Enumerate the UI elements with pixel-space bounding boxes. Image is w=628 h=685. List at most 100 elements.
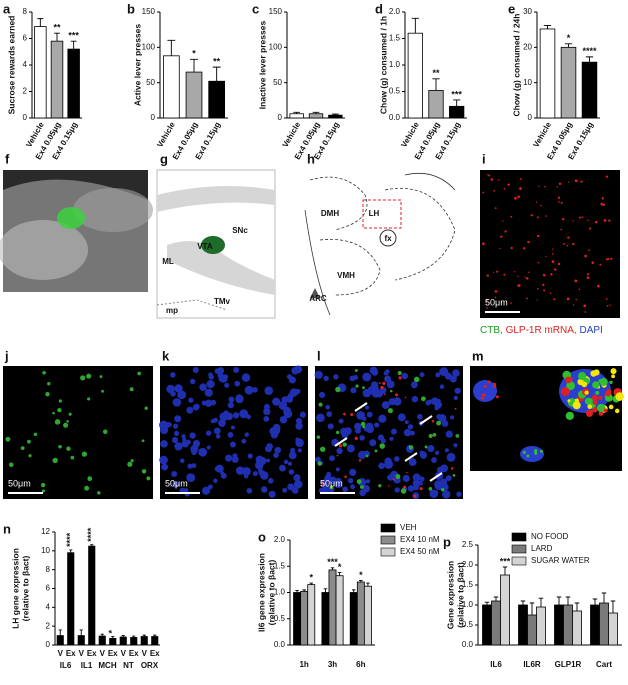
cell — [354, 369, 358, 372]
cell — [435, 372, 441, 378]
significance: ** — [432, 68, 440, 78]
cell — [524, 276, 526, 278]
puncta — [609, 380, 613, 384]
cell — [560, 228, 563, 231]
cell — [496, 270, 499, 273]
cell — [494, 207, 497, 210]
arrow — [354, 402, 368, 412]
region-label: ML — [162, 257, 174, 266]
puncta — [560, 387, 570, 396]
cell — [20, 446, 25, 451]
bar — [185, 71, 203, 119]
cell — [404, 420, 409, 425]
cell — [45, 391, 50, 397]
bar — [34, 26, 47, 119]
cell — [510, 302, 512, 304]
cell — [161, 463, 169, 471]
arrow — [429, 472, 443, 482]
cell — [321, 485, 331, 494]
y-tick-label: 1.0 — [274, 588, 286, 597]
error-bar — [100, 633, 104, 637]
y-axis-label: Inactive lever presses — [257, 21, 267, 110]
error-bar — [331, 113, 339, 116]
puncta — [567, 399, 571, 403]
diagram-line — [319, 238, 381, 296]
panel-letter: n — [3, 521, 11, 536]
cell — [517, 195, 520, 199]
cell — [358, 459, 362, 462]
panel-letter: h — [307, 151, 315, 166]
error-bar — [543, 24, 552, 29]
cell — [537, 216, 539, 219]
cell — [600, 202, 604, 206]
lh-box — [362, 199, 402, 229]
cell — [408, 458, 417, 466]
legend-label: EX4 50 nM — [400, 547, 440, 556]
cell — [543, 289, 546, 292]
puncta — [584, 390, 589, 395]
cell — [349, 375, 356, 382]
cell — [412, 473, 421, 482]
x-tick-label: Ex — [150, 649, 160, 658]
cell — [342, 486, 348, 493]
cell — [336, 454, 339, 457]
y-tick-label: 2 — [23, 87, 28, 96]
cell — [412, 479, 421, 487]
x-tick-label: V — [142, 649, 148, 658]
cell — [454, 407, 457, 410]
cell — [406, 471, 408, 474]
y-tick-label: 50 — [273, 78, 282, 87]
cell — [297, 448, 302, 453]
cell — [99, 375, 103, 379]
group-label: ORX — [141, 661, 159, 670]
error-bar — [111, 636, 115, 639]
y-tick-label: 0 — [46, 640, 51, 649]
cell — [591, 261, 595, 264]
cell — [239, 409, 249, 419]
bar — [428, 90, 444, 119]
error-bar — [121, 635, 125, 637]
bar — [349, 592, 358, 646]
cell — [607, 258, 610, 261]
error-bar — [411, 17, 419, 34]
scale-bar-label: 50μm — [320, 478, 343, 488]
cell — [542, 273, 546, 277]
cell — [526, 297, 528, 300]
error-bar — [592, 598, 598, 605]
cell — [432, 432, 437, 437]
bar — [162, 55, 180, 119]
bar — [539, 28, 556, 119]
cell — [279, 464, 286, 472]
error-bar — [302, 589, 306, 592]
cell — [599, 263, 602, 266]
cell — [208, 374, 214, 380]
cell — [187, 463, 193, 469]
cell — [189, 432, 196, 439]
cell — [210, 418, 215, 424]
legend-swatch — [511, 532, 527, 542]
cell — [374, 422, 380, 428]
cell — [350, 387, 357, 394]
cell — [560, 201, 563, 204]
error-bar — [142, 634, 146, 637]
cell — [190, 445, 199, 454]
bar — [308, 113, 324, 119]
cell — [420, 396, 426, 402]
caption: CTB, GLP-1R mRNA, DAPI — [480, 325, 603, 336]
cell — [507, 183, 510, 186]
cell — [554, 268, 557, 271]
y-tick-label: 0.0 — [389, 113, 401, 122]
y-tick-label: 8 — [46, 565, 51, 574]
cell — [514, 196, 517, 200]
x-tick-label: Vehicle — [399, 120, 421, 149]
bar — [109, 638, 117, 646]
cell — [378, 414, 387, 423]
cell — [315, 456, 321, 463]
cell — [346, 444, 355, 453]
cell — [450, 415, 455, 420]
cell — [392, 478, 395, 481]
bar — [119, 636, 127, 646]
diagram-line — [309, 176, 368, 231]
cell — [87, 397, 91, 401]
cell — [413, 376, 420, 383]
